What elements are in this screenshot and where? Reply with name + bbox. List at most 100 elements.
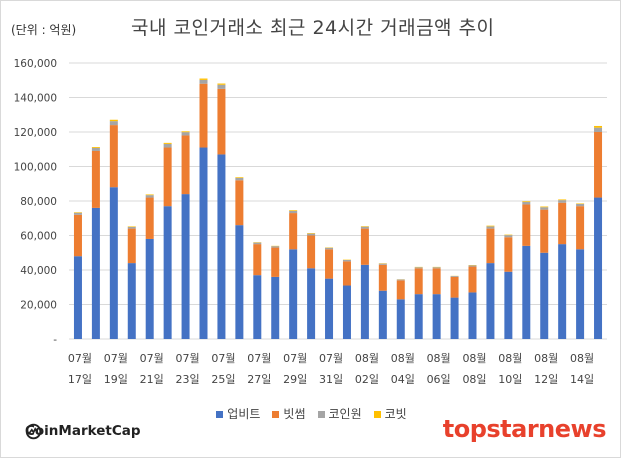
- x-tick-day: 08일: [462, 372, 486, 386]
- bar-1-21: [432, 294, 441, 339]
- bar-3-16: [342, 259, 351, 262]
- bar-3-28: [558, 200, 567, 203]
- bar-2-12: [271, 247, 280, 277]
- bar-3-13: [289, 210, 298, 214]
- bar-1-30: [594, 197, 603, 339]
- bar-4-13: [289, 210, 298, 211]
- legend-swatch: [373, 411, 381, 418]
- bar-1-22: [450, 297, 459, 339]
- bar-1-9: [217, 154, 226, 339]
- bar-3-10: [235, 177, 244, 181]
- bar-3-19: [396, 279, 405, 281]
- bar-2-5: [145, 197, 154, 239]
- bar-3-20: [414, 267, 423, 269]
- bar-3-21: [432, 267, 441, 269]
- x-tick-day: 25일: [211, 372, 235, 386]
- x-tick-month: 07월: [140, 352, 164, 365]
- bar-3-3: [109, 121, 118, 126]
- x-tick-month: 08월: [462, 352, 486, 365]
- bar-3-15: [325, 247, 334, 250]
- bar-2-24: [486, 228, 495, 264]
- bar-3-4: [127, 226, 136, 229]
- bar-2-28: [558, 202, 567, 245]
- source-logo: CoinMarketCap: [25, 423, 141, 440]
- bar-4-30: [594, 125, 603, 128]
- bar-4-1: [73, 212, 82, 213]
- y-tick-label: 120,000: [14, 127, 57, 139]
- bar-1-8: [199, 147, 208, 339]
- y-tick-label: 60,000: [20, 231, 57, 243]
- bar-2-13: [289, 213, 298, 250]
- bar-1-28: [558, 244, 567, 339]
- x-tick-day: 31일: [319, 372, 343, 386]
- unit-label: (단위 : 억원): [11, 23, 77, 37]
- bar-2-3: [109, 125, 118, 188]
- x-tick-month: 08월: [570, 352, 594, 365]
- y-tick-label: 20,000: [20, 300, 57, 312]
- bar-1-26: [522, 245, 531, 339]
- legend-item-4: 코빗: [373, 405, 407, 422]
- bar-2-20: [414, 268, 423, 295]
- legend-swatch: [216, 411, 224, 418]
- x-tick-month: 07월: [247, 352, 271, 365]
- bar-3-5: [145, 195, 154, 198]
- bar-2-17: [360, 228, 369, 265]
- bar-4-2: [91, 147, 100, 148]
- bar-1-16: [342, 285, 351, 339]
- x-tick-day: 23일: [176, 372, 200, 386]
- bar-4-6: [163, 142, 172, 144]
- bar-1-13: [289, 249, 298, 339]
- x-tick-month: 07월: [319, 352, 343, 365]
- legend-label: 코빗: [384, 407, 407, 421]
- chart-legend: 업비트 빗썸 코인원 코빗: [1, 405, 621, 422]
- bar-1-23: [468, 292, 477, 339]
- bar-2-22: [450, 276, 459, 298]
- x-tick-month: 08월: [534, 352, 558, 365]
- bar-4-10: [235, 177, 244, 178]
- bar-4-17: [360, 226, 369, 227]
- bar-3-27: [540, 207, 549, 210]
- bar-3-2: [91, 147, 100, 151]
- bar-1-25: [504, 271, 513, 339]
- bar-1-19: [396, 299, 405, 339]
- bar-3-8: [199, 79, 208, 84]
- x-tick-month: 08월: [498, 352, 522, 365]
- chart-title: 국내 코인거래소 최근 24시간 거래금액 추이: [131, 17, 495, 39]
- legend-swatch: [317, 411, 325, 418]
- x-tick-day: 10일: [498, 372, 522, 386]
- bar-4-8: [199, 78, 208, 80]
- bar-4-29: [576, 203, 585, 204]
- bar-2-9: [217, 88, 226, 155]
- legend-swatch: [272, 411, 280, 418]
- coinmarketcap-icon: [25, 423, 42, 440]
- bar-1-1: [73, 256, 82, 339]
- x-tick-day: 21일: [140, 372, 164, 386]
- bar-4-4: [127, 226, 136, 227]
- legend-item-3: 코인원: [317, 405, 362, 422]
- bar-2-11: [253, 244, 262, 276]
- x-tick-day: 06일: [427, 372, 451, 386]
- x-tick-day: 17일: [68, 372, 92, 386]
- y-tick-label: 100,000: [14, 162, 57, 174]
- legend-label: 코인원: [328, 407, 362, 421]
- bar-3-23: [468, 265, 477, 267]
- bar-chart: - 20,000 40,000 60,000 80,000 100,000 120,000 1…: [14, 58, 607, 386]
- y-tick-label: 40,000: [20, 265, 57, 277]
- x-tick-day: 14일: [570, 372, 594, 386]
- bar-1-2: [91, 207, 100, 339]
- bar-1-27: [540, 252, 549, 339]
- bar-4-9: [217, 83, 226, 85]
- bar-1-17: [360, 264, 369, 339]
- bar-2-19: [396, 280, 405, 300]
- x-tick-month: 08월: [355, 352, 379, 365]
- bar-2-10: [235, 180, 244, 226]
- bar-3-24: [486, 226, 495, 229]
- bar-4-14: [307, 233, 316, 234]
- bar-4-26: [522, 201, 531, 202]
- bar-3-14: [307, 233, 316, 236]
- x-tick-day: 29일: [283, 372, 307, 386]
- bar-2-18: [378, 264, 387, 291]
- x-tick-month: 07월: [211, 352, 235, 365]
- legend-item-2: 빗썸: [272, 405, 306, 422]
